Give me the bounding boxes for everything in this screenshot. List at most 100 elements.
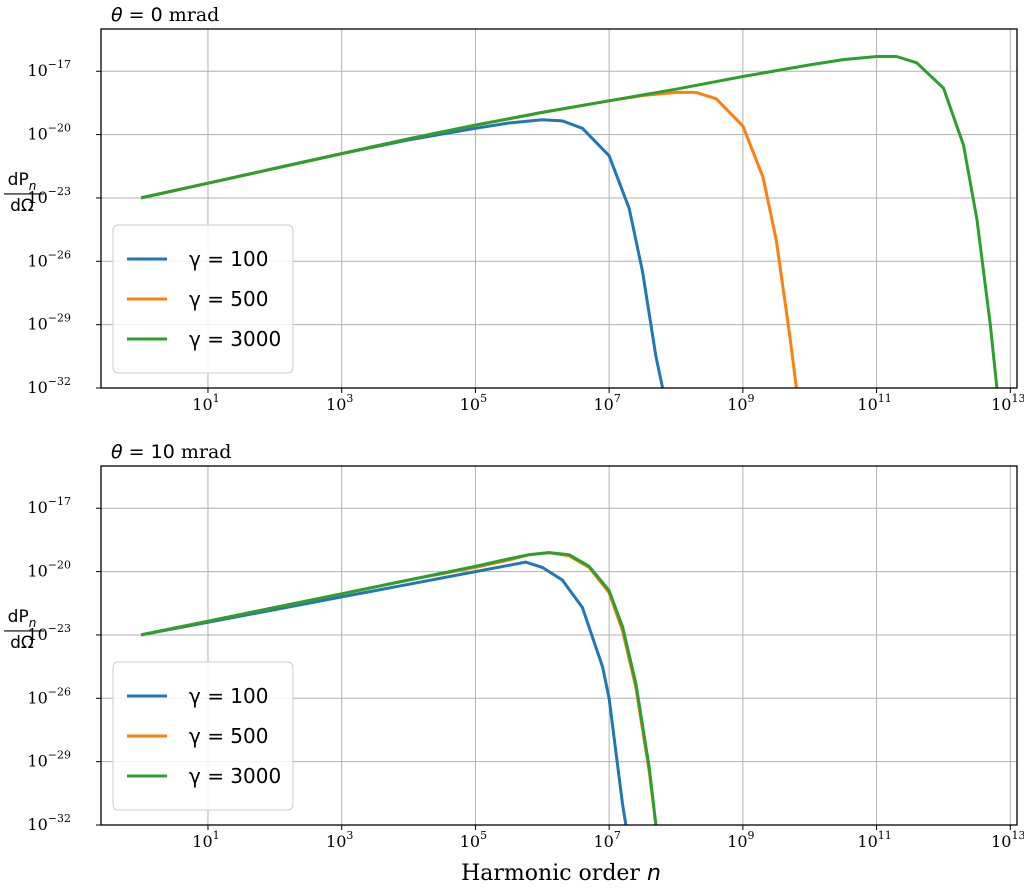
x-tick-base: 10 bbox=[727, 832, 747, 851]
y-tick-base: 10 bbox=[27, 188, 47, 207]
x-tick-base: 10 bbox=[192, 832, 212, 851]
y-tick-label: 10−17 bbox=[27, 58, 71, 80]
x-tick-exponent: 1 bbox=[213, 829, 220, 842]
y-tick-exponent: −32 bbox=[48, 812, 71, 825]
x-tick-base: 10 bbox=[593, 832, 613, 851]
y-tick-exponent: −26 bbox=[48, 248, 71, 261]
x-tick-base: 10 bbox=[991, 395, 1011, 414]
x-tick-base: 10 bbox=[857, 832, 877, 851]
x-axis-label: Harmonic order n bbox=[461, 861, 661, 886]
title-equation: = 0 bbox=[123, 4, 163, 26]
y-tick-base: 10 bbox=[27, 625, 47, 644]
legend: γ = 100 γ = 500 γ = 3000 bbox=[112, 224, 294, 374]
x-tick-base: 10 bbox=[857, 395, 877, 414]
x-tick-exponent: 7 bbox=[614, 829, 621, 842]
legend-box bbox=[112, 661, 294, 811]
legend-label: γ = 500 bbox=[189, 724, 268, 748]
legend-label: γ = 100 bbox=[189, 684, 268, 708]
panel-title: θ = 0 mrad bbox=[111, 4, 219, 26]
legend-label: γ = 3000 bbox=[189, 327, 281, 351]
series-line-3 bbox=[140, 551, 658, 825]
y-tick-exponent: −29 bbox=[48, 312, 71, 325]
x-tick-exponent: 13 bbox=[1011, 392, 1024, 405]
y-tick-label: 10−23 bbox=[27, 185, 71, 207]
x-tick-exponent: 9 bbox=[748, 829, 755, 842]
y-tick-base: 10 bbox=[27, 688, 47, 707]
y-tick-label: 10−20 bbox=[27, 559, 71, 581]
x-tick-exponent: 11 bbox=[878, 829, 892, 842]
legend: γ = 100 γ = 500 γ = 3000 bbox=[112, 661, 294, 811]
legend-label: γ = 500 bbox=[189, 287, 268, 311]
legend-box bbox=[112, 224, 294, 374]
x-tick-exponent: 11 bbox=[878, 392, 892, 405]
ylabel-numerator: dPn bbox=[8, 607, 37, 630]
x-axis-label-text: Harmonic order bbox=[461, 861, 647, 886]
x-tick-base: 10 bbox=[460, 832, 480, 851]
y-tick-exponent: −32 bbox=[48, 375, 71, 388]
y-tick-label: 10−17 bbox=[27, 495, 71, 517]
x-tick-base: 10 bbox=[326, 832, 346, 851]
x-tick-exponent: 3 bbox=[346, 829, 353, 842]
y-tick-exponent: −17 bbox=[48, 58, 71, 71]
series-line-1 bbox=[140, 560, 628, 825]
x-tick-base: 10 bbox=[991, 832, 1011, 851]
ylabel-numerator: dPn bbox=[8, 170, 37, 193]
x-tick-exponent: 5 bbox=[480, 392, 487, 405]
x-tick-label: 109 bbox=[727, 392, 754, 414]
chart-panel-2: 101 103 105 107 109 1011 101310−1710−2010−2310… bbox=[4, 441, 1024, 886]
x-tick-exponent: 5 bbox=[480, 829, 487, 842]
y-tick-label: 10−26 bbox=[27, 685, 71, 707]
x-tick-exponent: 1 bbox=[213, 392, 220, 405]
y-tick-label: 10−20 bbox=[27, 122, 71, 144]
y-tick-base: 10 bbox=[27, 752, 47, 771]
ylabel-denominator: dΩ bbox=[10, 633, 34, 653]
y-tick-base: 10 bbox=[27, 61, 47, 80]
y-tick-exponent: −26 bbox=[48, 685, 71, 698]
y-tick-label: 10−32 bbox=[27, 375, 71, 397]
x-tick-base: 10 bbox=[460, 395, 480, 414]
x-tick-label: 103 bbox=[326, 392, 353, 414]
panel-title: θ = 10 mrad bbox=[111, 441, 231, 463]
x-tick-base: 10 bbox=[593, 395, 613, 414]
x-tick-base: 10 bbox=[326, 395, 346, 414]
x-tick-label: 107 bbox=[593, 392, 620, 414]
ylabel-subscript: n bbox=[29, 616, 37, 630]
y-tick-exponent: −20 bbox=[48, 559, 71, 572]
y-tick-base: 10 bbox=[27, 562, 47, 581]
x-tick-label: 105 bbox=[460, 829, 487, 851]
x-tick-label: 1013 bbox=[991, 392, 1024, 414]
x-tick-label: 105 bbox=[460, 392, 487, 414]
y-tick-exponent: −20 bbox=[48, 122, 71, 135]
plot-frame bbox=[100, 465, 1018, 826]
x-tick-exponent: 13 bbox=[1011, 829, 1024, 842]
y-tick-label: 10−29 bbox=[27, 749, 71, 771]
y-tick-base: 10 bbox=[27, 378, 47, 397]
y-tick-base: 10 bbox=[27, 498, 47, 517]
legend-label: γ = 3000 bbox=[189, 764, 281, 788]
y-tick-exponent: −29 bbox=[48, 749, 71, 762]
series-line-3 bbox=[140, 55, 999, 388]
y-tick-base: 10 bbox=[27, 251, 47, 270]
x-tick-label: 1013 bbox=[991, 829, 1024, 851]
legend-label: γ = 100 bbox=[189, 247, 268, 271]
x-tick-label: 101 bbox=[192, 392, 219, 414]
ylabel-den-text: dΩ bbox=[10, 196, 34, 216]
ylabel-num-text: dP bbox=[8, 170, 29, 190]
y-tick-exponent: −23 bbox=[48, 185, 71, 198]
x-tick-label: 101 bbox=[192, 829, 219, 851]
y-tick-exponent: −23 bbox=[48, 622, 71, 635]
chart-panel-1: 101 103 105 107 109 1011 101310−1710−2010−2310… bbox=[4, 4, 1024, 414]
x-tick-label: 1011 bbox=[857, 392, 891, 414]
x-tick-label: 109 bbox=[727, 829, 754, 851]
x-tick-exponent: 7 bbox=[614, 392, 621, 405]
x-tick-label: 1011 bbox=[857, 829, 891, 851]
x-tick-label: 103 bbox=[326, 829, 353, 851]
y-tick-label: 10−26 bbox=[27, 248, 71, 270]
title-equation: = 10 bbox=[123, 441, 175, 463]
ylabel-num-text: dP bbox=[8, 607, 29, 627]
title-unit: mrad bbox=[163, 4, 220, 26]
title-unit: mrad bbox=[175, 441, 232, 463]
y-tick-base: 10 bbox=[27, 125, 47, 144]
y-tick-base: 10 bbox=[27, 815, 47, 834]
